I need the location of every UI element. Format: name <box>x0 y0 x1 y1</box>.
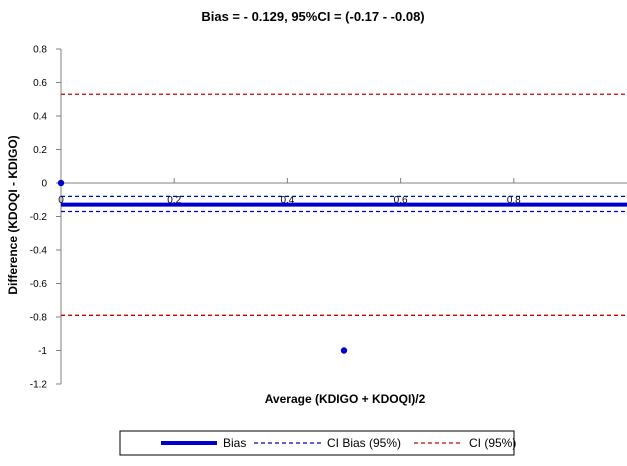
y-tick-label: 0.8 <box>33 45 47 56</box>
x-axis-title: Average (KDIGO + KDOQI)/2 <box>265 392 426 406</box>
y-tick-label: -0.6 <box>30 279 48 290</box>
y-tick-label: 0.2 <box>33 145 47 156</box>
y-tick-label: 0 <box>41 179 47 190</box>
chart-title: Bias = - 0.129, 95%CI = (-0.17 - -0.08) <box>201 9 424 24</box>
y-tick-label: -0.2 <box>30 212 48 223</box>
legend-label-1: Bias <box>223 436 246 450</box>
legend-label-2: CI Bias (95%) <box>327 436 401 450</box>
legend-label-3: CI (95%) <box>469 436 516 450</box>
y-tick-label: -1 <box>38 346 47 357</box>
y-tick-label: 0.4 <box>33 112 47 123</box>
y-tick-label: -0.8 <box>30 313 48 324</box>
y-tick-label: -0.4 <box>30 246 48 257</box>
plot-area: 0.8 0.6 0.4 0.2 0 -0.2 -0.4 -0.6 -0.8 -1 -1.2 0 0.2 0… <box>30 45 627 391</box>
y-tick-label: 0.6 <box>33 78 47 89</box>
data-point <box>340 347 348 354</box>
y-axis-title: Difference (KDOQI - KDIGO) <box>6 135 20 294</box>
x-tick-label: 0.2 <box>167 195 181 206</box>
x-tick-label: 0.8 <box>507 195 521 206</box>
data-point <box>57 179 65 187</box>
legend: Bias CI Bias (95%) CI (95%) <box>119 430 516 456</box>
x-tick-label: 0 <box>58 195 64 206</box>
y-tick-label: -1.2 <box>30 380 48 391</box>
x-tick-label: 0.6 <box>394 195 408 206</box>
x-tick-label: 0.4 <box>280 195 294 206</box>
